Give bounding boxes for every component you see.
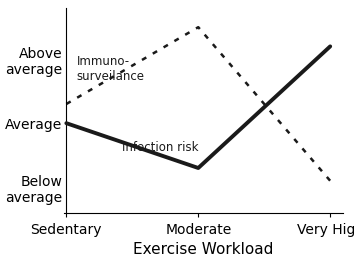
Text: Infection risk: Infection risk — [122, 141, 198, 154]
X-axis label: Exercise Workload: Exercise Workload — [133, 242, 274, 257]
Text: Immuno-
surveilance: Immuno- surveilance — [77, 55, 145, 83]
